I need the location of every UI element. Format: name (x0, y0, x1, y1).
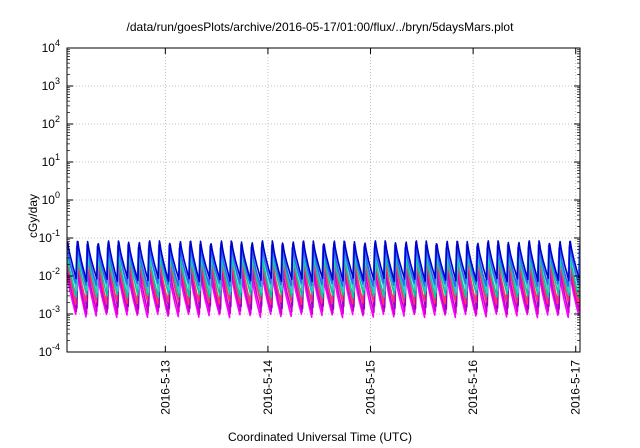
y-tick-label: 103 (42, 76, 60, 93)
x-tick-label: 2016-5-15 (364, 360, 378, 415)
y-axis: 10-4 10-3 10-2 10-1 100 101 102 103 104 (39, 38, 580, 359)
x-tick-label: 2016-5-13 (158, 360, 172, 415)
y-tick-label: 104 (42, 38, 60, 55)
x-tick-label: 2016-5-14 (261, 360, 275, 415)
series-group (66, 240, 581, 319)
y-tick-label: 10-2 (39, 266, 60, 283)
x-tick-label: 2016-5-16 (466, 360, 480, 415)
x-axis: 2016-5-13 2016-5-14 2016-5-15 2016-5-16 2016… (158, 48, 583, 415)
y-tick-label: 10-4 (39, 342, 60, 359)
y-tick-label: 102 (42, 114, 60, 131)
y-tick-label: 10-1 (39, 228, 60, 245)
y-tick-label: 101 (42, 152, 60, 169)
y-tick-label: 10-3 (39, 304, 60, 321)
x-axis-label: Coordinated Universal Time (UTC) (227, 430, 413, 444)
y-tick-label: 100 (42, 190, 60, 207)
chart-title: /data/run/goesPlots/archive/2016-05-17/0… (126, 20, 514, 34)
series-line (66, 240, 580, 283)
x-tick-label: 2016-5-17 (569, 360, 583, 415)
